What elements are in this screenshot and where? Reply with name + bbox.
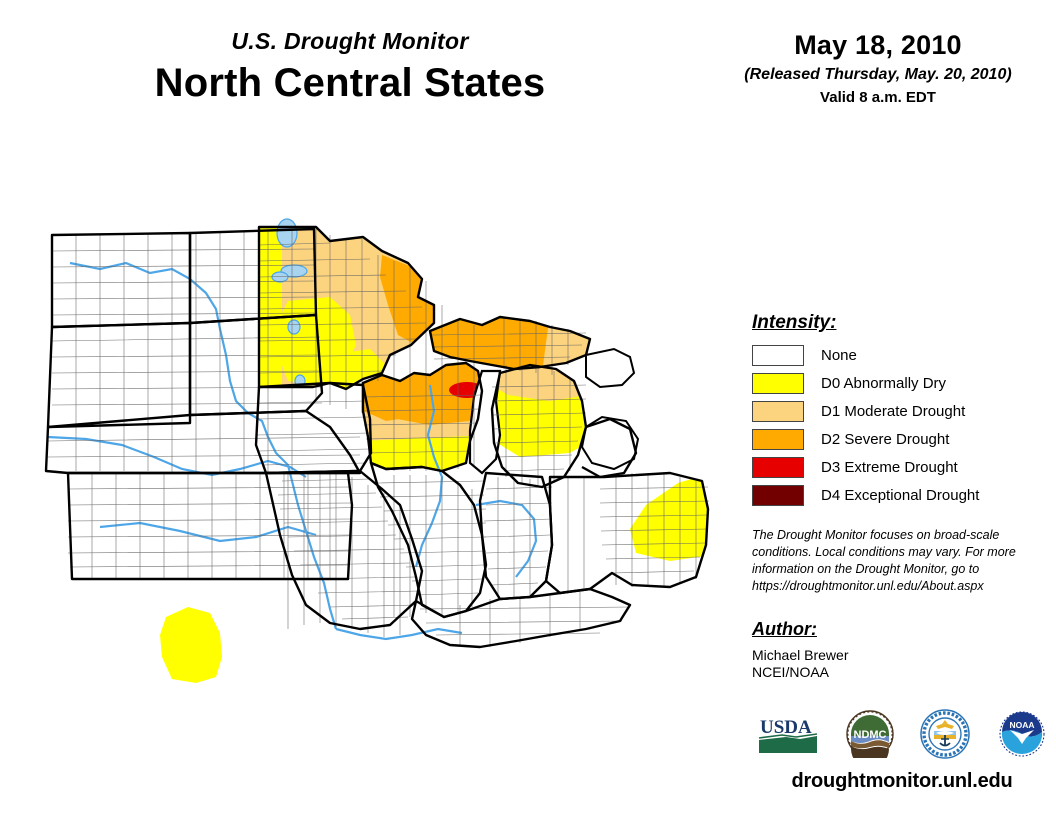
great-lakes (468, 347, 640, 475)
legend-item-d1[interactable]: D1 Moderate Drought (752, 399, 1048, 423)
legend-swatch-d4 (752, 484, 804, 506)
page-title: North Central States (154, 61, 546, 105)
author-heading: Author: (752, 618, 817, 639)
drought-map[interactable] (30, 205, 750, 715)
title-block: U.S. Drought Monitor North Central State… (0, 28, 700, 106)
ndmc-logo[interactable]: NDMC (846, 710, 894, 758)
legend-label-d0: D0 Abnormally Dry (821, 374, 947, 392)
site-url[interactable]: droughtmonitor.unl.edu (791, 770, 1013, 792)
state-south-dakota (188, 313, 324, 417)
legend-swatch-d0 (752, 372, 804, 394)
usdc-seal-logo[interactable] (920, 709, 970, 759)
state-michigan-lp (490, 363, 588, 489)
state-illinois (369, 461, 488, 619)
legend-item-d3[interactable]: D3 Extreme Drought (752, 455, 1048, 479)
legend-label-d2: D2 Severe Drought (821, 430, 950, 448)
legend-label-d1: D1 Moderate Drought (821, 402, 966, 420)
state-ohio (544, 471, 710, 595)
legend-swatch-d3 (752, 456, 804, 478)
county-lines (47, 229, 710, 647)
valid-time: Valid 8 a.m. EDT (820, 89, 936, 106)
author-organization: NCEI/NOAA (752, 663, 830, 680)
legend-label-none: None (821, 346, 857, 364)
legend-swatch-d1 (752, 400, 804, 422)
legend-item-d0[interactable]: D0 Abnormally Dry (752, 371, 1048, 395)
svg-text:NDMC: NDMC (854, 729, 887, 741)
legend-item-d2[interactable]: D2 Severe Drought (752, 427, 1048, 451)
state-nebraska (44, 409, 362, 475)
page-header: U.S. Drought Monitor North Central State… (0, 0, 1056, 130)
page-subtitle: U.S. Drought Monitor (231, 28, 469, 54)
legend-item-none[interactable]: None (752, 343, 1048, 367)
drought-area-eastern-ohio (630, 473, 708, 561)
author-name: Michael Brewer (752, 646, 849, 663)
state-kentucky (410, 587, 632, 649)
state-michigan-up (428, 315, 592, 371)
state-missouri (264, 469, 424, 631)
release-date: (Released Thursday, May. 20, 2010) (744, 66, 1012, 83)
logo-row: USDA NDMC NOAA (756, 703, 1048, 765)
drought-area-wisconsin (363, 363, 482, 471)
state-wyoming (46, 321, 192, 429)
legend-swatch-none (752, 344, 804, 366)
svg-text:NOAA: NOAA (1009, 720, 1034, 730)
map-svg[interactable] (30, 205, 750, 715)
legend-label-d4: D4 Exceptional Drought (821, 486, 980, 504)
date-block: May 18, 2010 (Released Thursday, May. 20… (700, 30, 1056, 106)
legend-panel: Intensity: None D0 Abnormally Dry D1 Mod… (752, 312, 1048, 680)
svg-text:USDA: USDA (760, 717, 812, 738)
legend-title: Intensity: (752, 312, 837, 333)
legend-label-d3: D3 Extreme Drought (821, 458, 958, 476)
drought-area-kansas-nebraska (160, 607, 222, 683)
legend-swatch-d2 (752, 428, 804, 450)
map-date: May 18, 2010 (794, 30, 962, 60)
disclaimer-text: The Drought Monitor focuses on broad-sca… (752, 528, 1016, 593)
state-borders (44, 225, 710, 649)
noaa-logo[interactable]: NOAA (996, 710, 1048, 758)
legend-item-d4[interactable]: D4 Exceptional Drought (752, 483, 1048, 507)
drought-area-minnesota (259, 227, 434, 389)
usda-logo[interactable]: USDA (756, 713, 820, 755)
